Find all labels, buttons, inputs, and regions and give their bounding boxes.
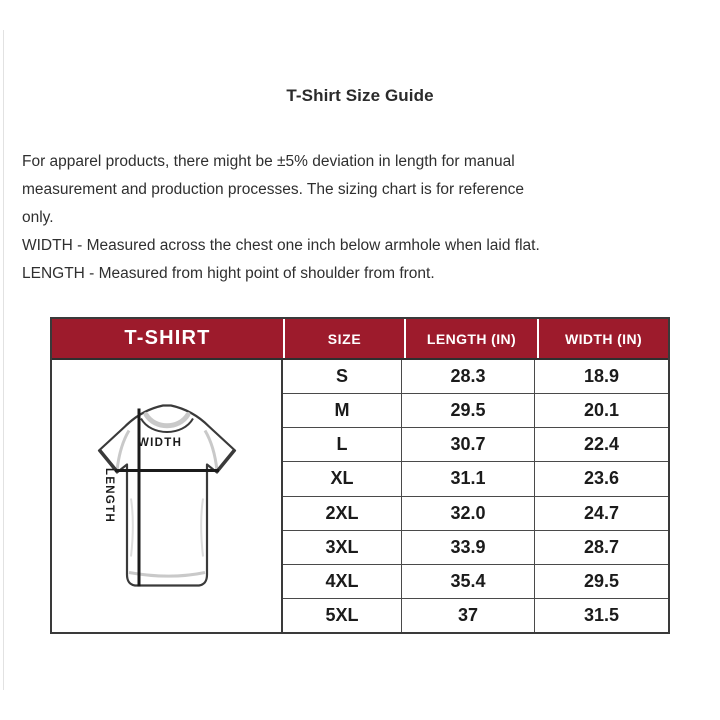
cell-width: 18.9 (583, 366, 620, 387)
cell-length: 32.0 (402, 496, 535, 530)
cell-size: S (283, 360, 402, 394)
cell-size: M (283, 394, 402, 428)
cell-length: 28.3 (402, 360, 535, 394)
tshirt-diagram-cell: WIDTH LENGTH (52, 360, 283, 632)
table-body: WIDTH LENGTH S 28.3 18.9 M 29.5 20.1 L 3… (52, 360, 668, 632)
cell-length: 30.7 (402, 428, 535, 462)
intro-text: For apparel products, there might be ±5%… (22, 148, 702, 288)
cell-width: 29.5 (583, 570, 620, 591)
table-header-size: SIZE (283, 319, 404, 358)
intro-line-width: WIDTH - Measured across the chest one in… (22, 237, 540, 254)
table-row: 3XL 33.9 28.7 (283, 530, 668, 565)
cell-size: 4XL (283, 564, 402, 598)
table-rows: S 28.3 18.9 M 29.5 20.1 L 30.7 22.4 XL 3… (283, 360, 668, 632)
table-header-brand: T-SHIRT (124, 327, 211, 349)
table-row: 2XL 32.0 24.7 (283, 496, 668, 531)
table-row: 5XL 37 31.5 (283, 598, 668, 632)
intro-line-2: measurement and production processes. Th… (22, 181, 524, 198)
table-row: XL 31.1 23.6 (283, 462, 668, 497)
cell-length: 29.5 (402, 394, 535, 428)
table-row: 4XL 35.4 29.5 (283, 564, 668, 599)
page-edge-line (3, 30, 4, 690)
cell-width: 20.1 (583, 400, 620, 421)
table-row: S 28.3 18.9 (283, 360, 668, 395)
table-row: L 30.7 22.4 (283, 428, 668, 463)
table-header-length: LENGTH (IN) (404, 319, 537, 358)
cell-length: 33.9 (402, 530, 535, 564)
tshirt-outline-icon (97, 404, 236, 587)
cell-size: 3XL (283, 530, 402, 564)
intro-line-length: LENGTH - Measured from hight point of sh… (22, 265, 435, 282)
cell-width: 31.5 (583, 604, 620, 625)
cell-length: 37 (402, 598, 535, 632)
cell-width: 28.7 (583, 536, 620, 557)
intro-line-3: only. (22, 209, 54, 226)
diagram-label-width: WIDTH (138, 437, 183, 449)
cell-size: L (283, 428, 402, 462)
cell-size: 5XL (283, 598, 402, 632)
diagram-label-length: LENGTH (103, 468, 115, 524)
cell-width: 24.7 (583, 502, 620, 523)
intro-line-1: For apparel products, there might be ±5%… (22, 153, 515, 170)
page-title: T-Shirt Size Guide (286, 86, 434, 105)
size-chart-table: T-SHIRT SIZE LENGTH (IN) WIDTH (IN) (50, 317, 670, 634)
cell-size: XL (283, 462, 402, 496)
table-row: M 29.5 20.1 (283, 394, 668, 429)
table-header-row: T-SHIRT SIZE LENGTH (IN) WIDTH (IN) (52, 319, 668, 360)
cell-width: 23.6 (583, 468, 620, 489)
cell-length: 35.4 (402, 564, 535, 598)
cell-width: 22.4 (583, 434, 620, 455)
cell-length: 31.1 (402, 462, 535, 496)
cell-size: 2XL (283, 496, 402, 530)
table-header-width: WIDTH (IN) (537, 319, 668, 358)
